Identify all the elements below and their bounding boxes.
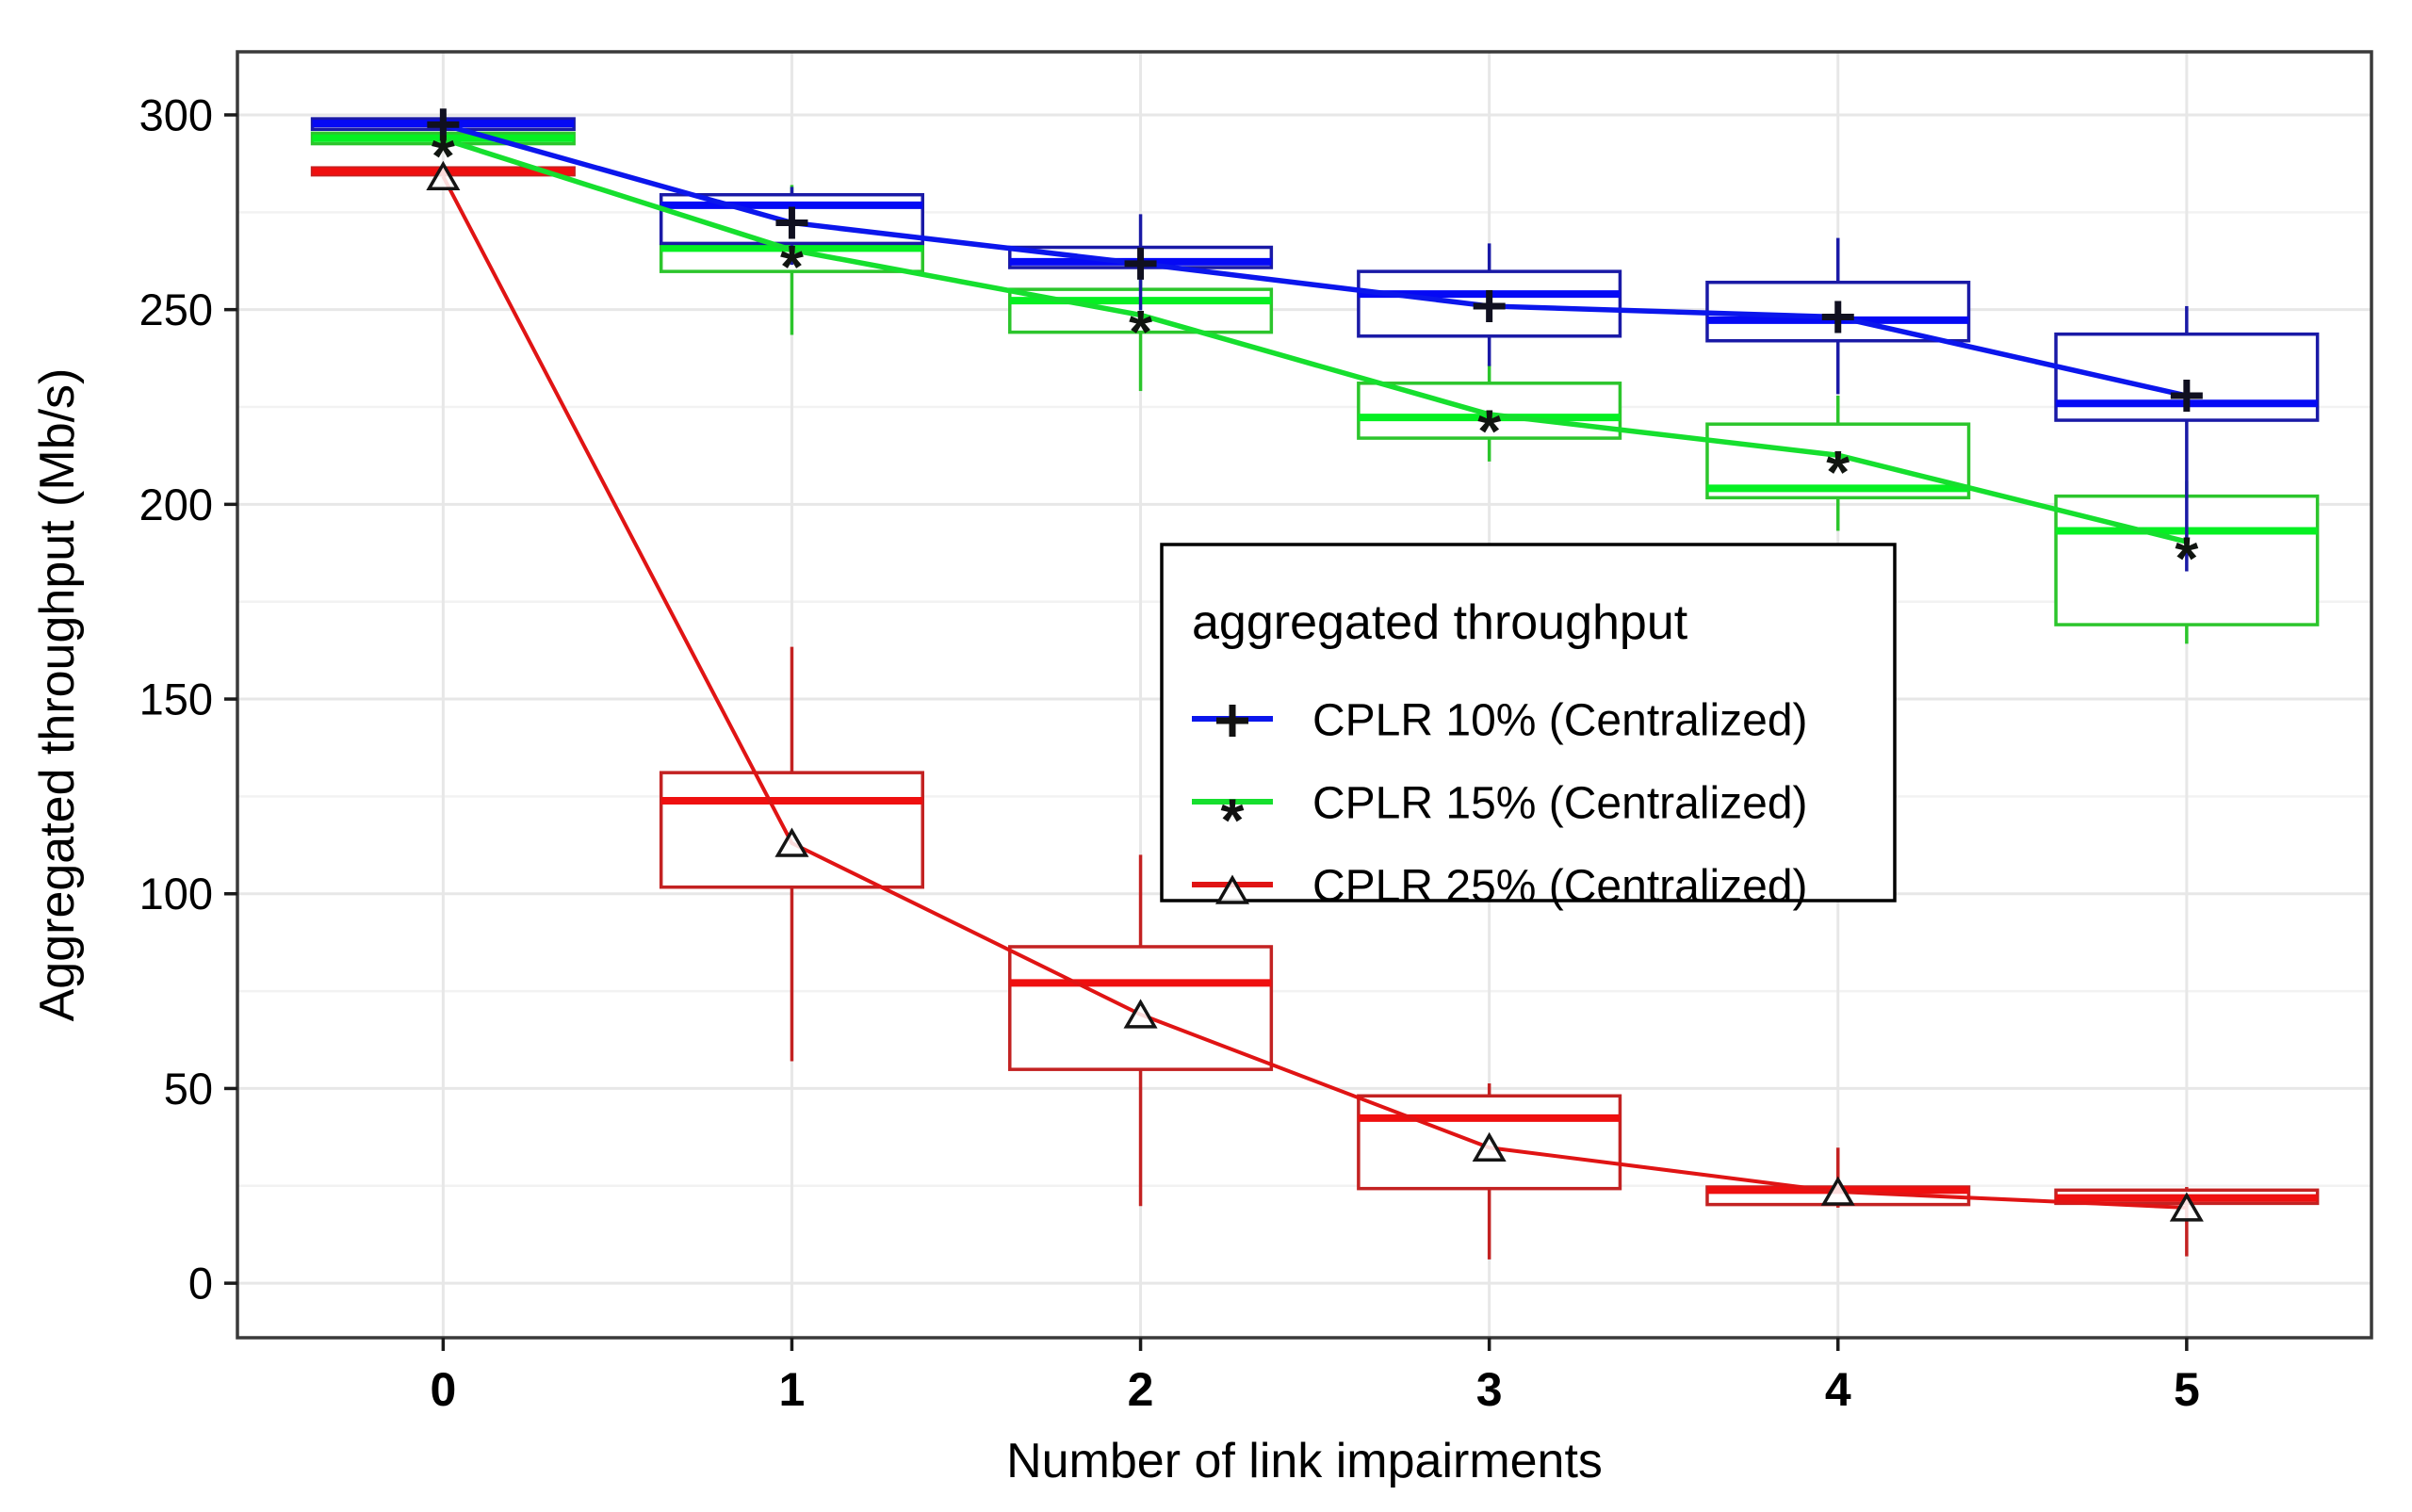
x-axis-title: Number of link impairments (1006, 1434, 1603, 1488)
y-tick-label-50: 50 (164, 1064, 213, 1114)
y-tick-label-150: 150 (139, 674, 213, 723)
svg-text:CPLR 10% (Centralized): CPLR 10% (Centralized) (1312, 695, 1808, 745)
legend-item-cplr-25-centralized-: CPLR 25% (Centralized) (1192, 861, 1808, 911)
x-tick-label-5: 5 (2174, 1363, 2200, 1416)
svg-text:*: * (2175, 525, 2198, 593)
mean-markers-cplr-15-centralized-: ****** (432, 122, 2198, 592)
legend-item-cplr-10-centralized-: CPLR 10% (Centralized) (1192, 695, 1808, 745)
mean-line-cplr-15-centralized- (442, 136, 2188, 545)
svg-text:CPLR 25% (Centralized): CPLR 25% (Centralized) (1312, 861, 1808, 911)
y-tick-label-0: 0 (188, 1259, 213, 1309)
y-tick-label-200: 200 (139, 480, 213, 529)
y-tick-label-250: 250 (139, 285, 213, 334)
boxes-cplr-25-centralized- (310, 166, 2320, 1260)
mean-markers-cplr-25-centralized- (426, 160, 2204, 1222)
x-tick-label-3: 3 (1476, 1363, 1503, 1416)
x-tick-label-1: 1 (779, 1363, 806, 1416)
x-tick-label-2: 2 (1128, 1363, 1154, 1416)
legend-title: aggregated throughput (1192, 595, 1688, 650)
x-tick-label-4: 4 (1825, 1363, 1851, 1416)
y-tick-label-100: 100 (139, 869, 213, 919)
svg-text:*: * (1477, 398, 1501, 465)
mean-line-cplr-10-centralized- (442, 122, 2188, 398)
svg-text:*: * (1129, 298, 1152, 366)
svg-text:*: * (1826, 438, 1850, 506)
panel-border (236, 50, 2373, 1340)
y-axis-title: Aggregated throughput (Mb/s) (30, 368, 85, 1022)
svg-text:CPLR 15% (Centralized): CPLR 15% (Centralized) (1312, 778, 1808, 828)
legend: aggregated throughput CPLR 10% (Centraliz… (1160, 543, 1897, 911)
mean-markers-cplr-10-centralized- (427, 108, 2203, 413)
legend-item-cplr-15-centralized-: * CPLR 15% (Centralized) (1192, 778, 1808, 854)
axis-ticks: 0 50 100 150 200 250 300 0 1 2 3 4 5 (139, 89, 2200, 1416)
svg-text:*: * (1221, 787, 1245, 854)
mean-line-cplr-25-centralized- (441, 175, 2187, 1210)
x-tick-label-0: 0 (430, 1363, 456, 1416)
y-tick-label-300: 300 (139, 89, 213, 139)
svg-text:*: * (780, 233, 804, 301)
